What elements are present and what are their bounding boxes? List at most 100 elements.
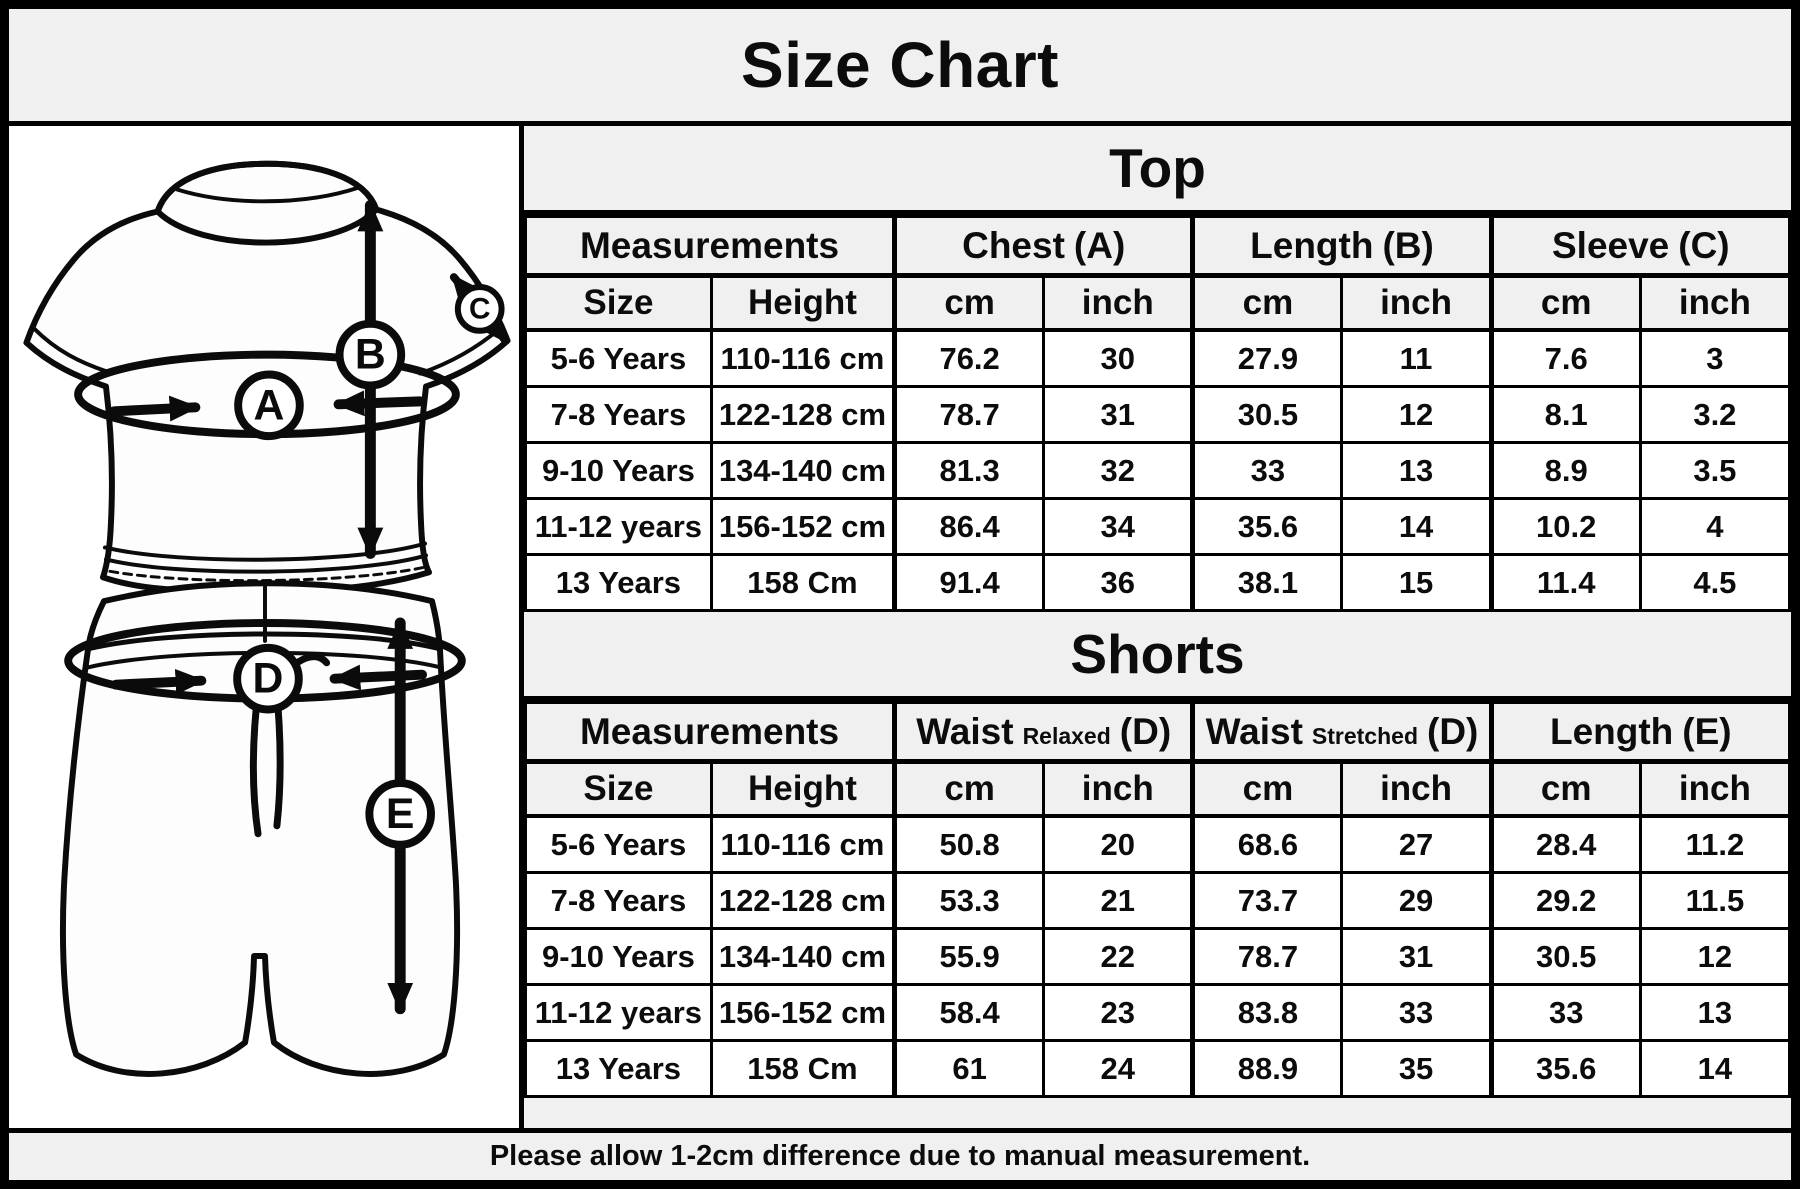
measurement-diagram-panel: A B C xyxy=(9,126,524,1128)
group-header-length: Length (B) xyxy=(1190,215,1493,278)
cell: 14 xyxy=(1340,497,1493,556)
col-header-cm: cm xyxy=(1190,274,1344,332)
cell: 12 xyxy=(1638,927,1791,986)
cell: 31 xyxy=(1042,385,1195,444)
cell: 7-8 Years xyxy=(524,385,713,444)
cell: 9-10 Years xyxy=(524,441,713,500)
cell: 27.9 xyxy=(1190,328,1344,388)
cell: 3.2 xyxy=(1638,385,1791,444)
cell: 33 xyxy=(1190,441,1344,500)
cell: 30.5 xyxy=(1488,927,1642,986)
cell: 9-10 Years xyxy=(524,927,713,986)
table-row: 7-8 Years 122-128 cm 53.3 21 73.7 29 29.2 11.5 xyxy=(524,871,1791,930)
label-waist: D xyxy=(233,643,303,714)
col-header-inch: inch xyxy=(1638,274,1791,332)
col-header-inch: inch xyxy=(1042,274,1195,332)
top-length-label-letter: B xyxy=(355,331,386,379)
cell: 61 xyxy=(892,1039,1046,1098)
shorts-group-header-row: Measurements Waist Relaxed (D) Waist Stretc… xyxy=(524,701,1791,764)
group-header-waist-stretched: Waist Stretched (D) xyxy=(1190,701,1493,764)
cell: 11.5 xyxy=(1638,871,1791,930)
cell: 35.6 xyxy=(1190,497,1344,556)
cell: 33 xyxy=(1340,983,1493,1042)
cell: 15 xyxy=(1340,553,1493,612)
cell: 158 Cm xyxy=(709,1039,897,1098)
cell: 38.1 xyxy=(1190,553,1344,612)
cell: 10.2 xyxy=(1488,497,1642,556)
cell: 23 xyxy=(1042,983,1195,1042)
cell: 30.5 xyxy=(1190,385,1344,444)
cell: 11 xyxy=(1340,328,1493,388)
group-header-measurements: Measurements xyxy=(524,215,897,278)
group-header-chest: Chest (A) xyxy=(892,215,1195,278)
footer-note: Please allow 1-2cm difference due to man… xyxy=(489,1140,1311,1172)
waist-label-letter: D xyxy=(253,655,284,703)
content: A B C xyxy=(9,126,1791,1128)
cell: 53.3 xyxy=(892,871,1046,930)
cell: 28.4 xyxy=(1488,814,1642,874)
shorts-sketch xyxy=(59,580,461,1077)
shorts-sub-header-row: Size Height cm inch cm inch cm inch xyxy=(524,760,1791,818)
col-header-size: Size xyxy=(524,274,713,332)
top-section-title: Top xyxy=(524,126,1791,215)
cell: 31 xyxy=(1340,927,1493,986)
tables-panel: Top Measurements Chest (A) Length (B) Slee… xyxy=(524,126,1791,1128)
cell: 33 xyxy=(1488,983,1642,1042)
cell: 30 xyxy=(1042,328,1195,388)
shorts-length-label-letter: E xyxy=(386,790,415,838)
col-header-inch: inch xyxy=(1638,760,1791,818)
col-header-inch: inch xyxy=(1340,760,1493,818)
col-header-cm: cm xyxy=(892,274,1046,332)
cell: 32 xyxy=(1042,441,1195,500)
label-sleeve: C xyxy=(454,284,505,334)
cell: 110-116 cm xyxy=(709,814,897,874)
cell: 156-152 cm xyxy=(709,497,897,556)
cell: 68.6 xyxy=(1190,814,1344,874)
cell: 29.2 xyxy=(1488,871,1642,930)
cell: 73.7 xyxy=(1190,871,1344,930)
cell: 8.9 xyxy=(1488,441,1642,500)
cell: 13 Years xyxy=(524,1039,713,1098)
cell: 35 xyxy=(1340,1039,1493,1098)
cell: 3.5 xyxy=(1638,441,1791,500)
cell: 58.4 xyxy=(892,983,1046,1042)
col-header-cm: cm xyxy=(1488,760,1642,818)
cell: 7-8 Years xyxy=(524,871,713,930)
top-sub-header-row: Size Height cm inch cm inch cm inch xyxy=(524,274,1791,332)
table-row: 9-10 Years 134-140 cm 81.3 32 33 13 8.9 3.5 xyxy=(524,441,1791,500)
cell: 35.6 xyxy=(1488,1039,1642,1098)
cell: 122-128 cm xyxy=(709,385,897,444)
cell: 5-6 Years xyxy=(524,328,713,388)
cell: 20 xyxy=(1042,814,1195,874)
cell: 81.3 xyxy=(892,441,1046,500)
measurement-diagram: A B C xyxy=(23,160,511,1077)
cell: 22 xyxy=(1042,927,1195,986)
cell: 7.6 xyxy=(1488,328,1642,388)
cell: 3 xyxy=(1638,328,1791,388)
cell: 83.8 xyxy=(1190,983,1344,1042)
col-header-height: Height xyxy=(709,274,897,332)
cell: 156-152 cm xyxy=(709,983,897,1042)
cell: 88.9 xyxy=(1190,1039,1344,1098)
label-top-length: B xyxy=(335,319,406,390)
table-row: 5-6 Years 110-116 cm 50.8 20 68.6 27 28.4 11.2 xyxy=(524,814,1791,874)
cell: 36 xyxy=(1042,553,1195,612)
table-row: 11-12 years 156-152 cm 86.4 34 35.6 14 10.2 4 xyxy=(524,497,1791,556)
cell: 158 Cm xyxy=(709,553,897,612)
cell: 78.7 xyxy=(892,385,1046,444)
cell: 134-140 cm xyxy=(709,927,897,986)
group-header-measurements: Measurements xyxy=(524,701,897,764)
top-size-table: Measurements Chest (A) Length (B) Sleeve (C… xyxy=(524,215,1791,612)
cell: 11-12 years xyxy=(524,983,713,1042)
page-title: Size Chart xyxy=(741,29,1059,101)
cell: 13 Years xyxy=(524,553,713,612)
cell: 76.2 xyxy=(892,328,1046,388)
cell: 14 xyxy=(1638,1039,1791,1098)
group-header-length: Length (E) xyxy=(1488,701,1791,764)
cell: 110-116 cm xyxy=(709,328,897,388)
cell: 13 xyxy=(1340,441,1493,500)
cell: 50.8 xyxy=(892,814,1046,874)
cell: 91.4 xyxy=(892,553,1046,612)
group-header-waist-relaxed: Waist Relaxed (D) xyxy=(892,701,1195,764)
sleeve-label-letter: C xyxy=(469,292,491,325)
